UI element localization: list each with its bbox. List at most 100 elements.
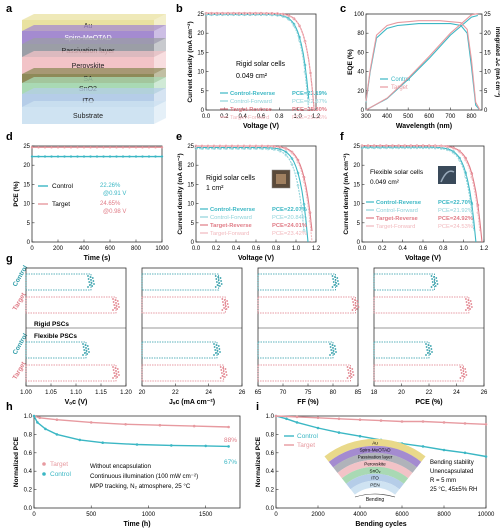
g-point — [221, 375, 224, 377]
i-inset-arrow — [354, 493, 396, 498]
d-point — [95, 155, 99, 158]
g-point — [336, 277, 339, 279]
g-plot-frame — [257, 267, 359, 387]
c-x-tick-label: 300 — [361, 114, 372, 120]
i-inset-layer-label: Passivation layer — [358, 455, 393, 460]
c-x-tick-label: 400 — [382, 114, 393, 120]
h-end-label-control: 67% — [224, 459, 237, 466]
b-series-control-forward — [206, 14, 310, 111]
g-point — [435, 277, 438, 279]
g-point — [213, 354, 215, 356]
g-group-rigid: Rigid PSCs — [34, 321, 69, 328]
c-y2-tick-label: 20 — [484, 31, 491, 37]
g-point — [335, 351, 337, 353]
layer-sno2-top — [22, 77, 166, 83]
e-point — [290, 151, 294, 155]
d-legend-name: Target — [52, 201, 70, 208]
g-x-axis-label: Jₛc (mA cm⁻²) — [169, 399, 215, 406]
h-plot-frame — [33, 415, 241, 509]
g-point — [337, 280, 339, 282]
e-point — [278, 149, 282, 153]
h-x-tick-label: 500 — [86, 512, 97, 518]
b-point — [287, 17, 290, 21]
h-point — [124, 423, 127, 426]
f-x-tick-label: 0.2 — [378, 246, 387, 252]
g-point — [221, 298, 224, 300]
g-point — [216, 347, 218, 349]
e-y-tick-label: 10 — [187, 202, 194, 208]
g-point — [355, 305, 357, 307]
g-point — [85, 350, 88, 352]
g-point — [352, 301, 354, 303]
g-bar — [25, 364, 117, 382]
g-x-tick-label: 65 — [255, 390, 262, 396]
layer-ito-top — [22, 88, 166, 94]
g-point — [225, 374, 228, 376]
g-point — [333, 345, 336, 347]
g-point — [470, 303, 473, 305]
h-point — [32, 414, 36, 418]
h-note-1: Without encapsulation — [90, 463, 151, 470]
h-y-tick-label: 0.0 — [24, 506, 33, 512]
h-y-tick-label: 0.8 — [24, 432, 33, 438]
g-point — [349, 370, 352, 372]
b-point — [248, 12, 252, 15]
g-point — [218, 282, 221, 284]
f-y-tick-label: 10 — [353, 202, 360, 208]
d-point — [147, 146, 151, 149]
b-point — [292, 17, 296, 21]
b-x-tick-label: 0.6 — [257, 114, 266, 120]
f-point — [391, 144, 394, 148]
g-point — [218, 348, 221, 350]
b-point — [204, 12, 208, 15]
g-point — [332, 281, 335, 283]
i-point — [379, 419, 383, 422]
g-point — [332, 347, 334, 349]
e-point — [260, 145, 264, 148]
f-x-tick-label: 0.6 — [419, 246, 428, 252]
i-x-tick-label: 6000 — [395, 512, 409, 518]
g-row-label-4: Target — [12, 360, 28, 381]
e-point — [248, 145, 252, 148]
g-point — [462, 370, 465, 372]
b-y-tick-label: 15 — [197, 50, 204, 56]
g-point — [347, 372, 350, 374]
g-point — [217, 279, 220, 281]
d-x-tick-label: 600 — [105, 246, 116, 252]
d-target-value: 24.65% — [100, 201, 121, 207]
d-point — [43, 155, 47, 158]
d-point — [50, 146, 53, 149]
h-point — [38, 416, 41, 420]
i-y-tick-label: 0.2 — [266, 488, 275, 494]
i-inset-layer-label: ITO — [371, 476, 379, 481]
e-y-tick-label: 25 — [187, 144, 194, 150]
b-y-axis-label: Current density (mA cm⁻²) — [187, 21, 194, 102]
f-y-tick-label: 0 — [357, 240, 361, 246]
f-legend-pce: PCE=24.53% — [438, 224, 473, 230]
g-point — [459, 366, 462, 368]
g-point — [93, 283, 95, 285]
i-point — [463, 451, 467, 455]
d-x-tick-label: 200 — [53, 246, 64, 252]
b-point — [287, 14, 290, 18]
g-point — [220, 283, 223, 285]
e-point — [212, 145, 216, 148]
h-point — [55, 433, 59, 436]
e-point — [284, 150, 288, 154]
d-point — [147, 155, 151, 158]
e-legend-name: Control-Reverse — [210, 207, 256, 213]
g-point — [331, 286, 334, 288]
c-y2-tick-label: 25 — [484, 12, 491, 18]
e-point — [218, 145, 222, 148]
g-point — [330, 349, 333, 351]
c-eqe-control — [365, 23, 481, 111]
g-point — [222, 304, 225, 306]
g-point — [219, 277, 222, 279]
d-point — [82, 146, 86, 149]
f-point — [476, 211, 480, 215]
g-point — [331, 344, 334, 346]
i-series-control — [275, 415, 487, 458]
b-point — [303, 70, 307, 74]
g-point — [347, 369, 349, 371]
d-point — [89, 155, 92, 158]
